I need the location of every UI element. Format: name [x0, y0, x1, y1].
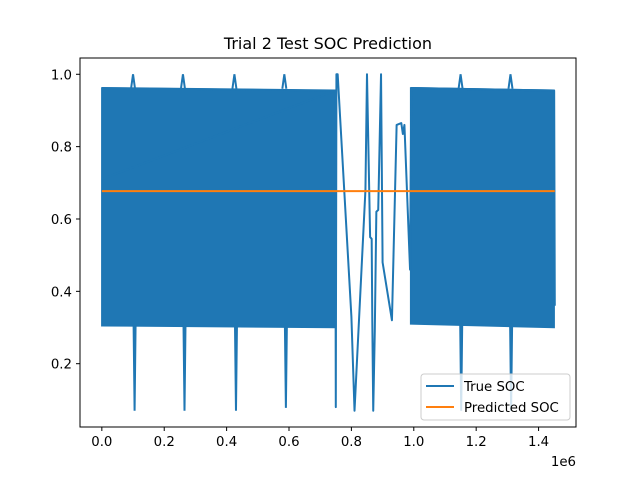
x-tick-label: 1.0 [403, 435, 424, 450]
chart-title: Trial 2 Test SOC Prediction [223, 34, 432, 53]
legend-predicted-soc-label: Predicted SOC [464, 401, 559, 416]
plot-area [101, 73, 556, 412]
series-layer [101, 73, 556, 412]
x-tick-label: 1.2 [466, 435, 487, 450]
y-tick-label: 0.2 [51, 358, 72, 373]
true-soc-spike-up-0 [130, 74, 137, 89]
x-tick-label: 0.6 [278, 435, 299, 450]
true-soc-spike-up-3 [281, 74, 288, 89]
true-soc-spike-down-0 [132, 323, 137, 411]
legend-true-soc-label: True SOC [463, 380, 525, 395]
true-soc-band-top-0 [101, 87, 336, 92]
true-soc-spike-up-4 [457, 74, 464, 89]
y-tick-label: 0.8 [51, 141, 72, 156]
true-soc-oscillation-band-0 [101, 87, 337, 329]
axes-frame [79, 57, 577, 428]
y-tick-label: 0.6 [51, 213, 72, 228]
true-soc-spike-up-2 [231, 74, 238, 89]
ticks-layer: 0.0 0.2 0.4 0.6 0.8 1.0 1.2 1.4 0.2 0.4 0.6 0.8 1.0 [51, 68, 549, 450]
axes-layer [79, 57, 577, 428]
true-soc-line [101, 73, 556, 412]
x-tick-label: 0.2 [154, 435, 175, 450]
y-tick-label: 0.4 [51, 285, 72, 300]
true-soc-spike-down-1 [182, 323, 187, 411]
x-tick-label: 0.8 [341, 435, 362, 450]
y-tick-label: 1.0 [51, 68, 72, 83]
true-soc-spike-up-5 [507, 74, 514, 89]
x-tick-label: 0.4 [216, 435, 237, 450]
x-tick-label: 1.4 [528, 435, 549, 450]
x-tick-label: 0.0 [91, 435, 112, 450]
true-soc-spike-down-3 [283, 323, 288, 408]
legend: True SOC Predicted SOC [420, 373, 571, 421]
x-offset-label: 1e6 [551, 455, 576, 470]
legend-box [420, 373, 571, 421]
true-soc-oscillation-band-1 [409, 87, 555, 329]
true-soc-spike-down-2 [233, 323, 238, 411]
true-soc-spike-up-1 [179, 74, 186, 89]
